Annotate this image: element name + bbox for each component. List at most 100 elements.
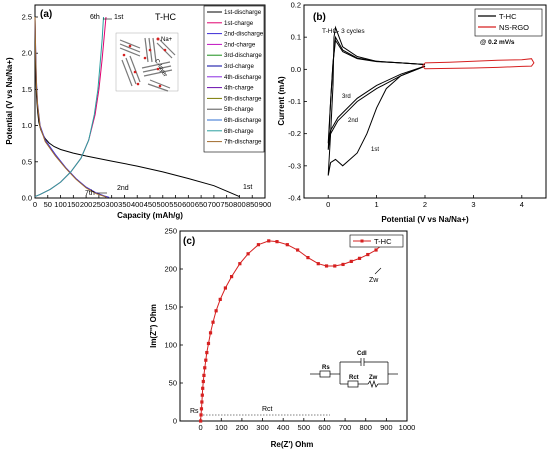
series-line-3 [421, 58, 535, 70]
data-point [366, 252, 370, 257]
legend-label: 5th-discharge [224, 95, 262, 102]
panel-b-cyclic-voltammetry: 0 1 2 3 4 -0.4 -0.3 -0.2 -0.1 0.0 0.1 0.2 (b) T-HC-… [277, 1, 547, 224]
panel-a-label: (a) [40, 9, 52, 20]
y-tick-label: 0.0 [291, 65, 301, 74]
x-tick-label: 700 [208, 200, 221, 209]
x-tick-label: 900 [380, 423, 393, 432]
x-tick-label: 600 [318, 423, 331, 432]
y-tick-label: 100 [164, 341, 177, 350]
data-point [201, 386, 205, 390]
data-point [229, 275, 234, 279]
data-point [199, 419, 203, 423]
y-tick-label: 0.5 [22, 157, 32, 166]
data-point [285, 243, 289, 247]
y-tick-label: 150 [164, 303, 177, 312]
circuit-rct-label: Rct [349, 375, 359, 381]
circuit-rs-label: Rs [322, 365, 330, 371]
x-tick-label: 800 [359, 423, 372, 432]
data-point [238, 262, 242, 266]
series-line-0 [34, 16, 240, 198]
legend-label: NS-RGO [499, 23, 529, 32]
panel-c-nyquist-plot: 0 100 200 300 400 500 600 700 800 900 1000 0 50 100 15… [149, 227, 415, 450]
x-tick-label: 400 [277, 423, 290, 432]
panel-a-voltage-profile: 0 50 100 150 200 250 300 350 400 450 500 550 600 650 7… [5, 4, 271, 220]
data-point [199, 407, 204, 411]
data-point [206, 341, 211, 346]
legend-label: 2nd-charge [224, 41, 256, 48]
x-tick-label: 50 [44, 200, 52, 209]
x-tick-label: 500 [298, 423, 311, 432]
series-line-4 [34, 16, 104, 198]
data-point [200, 400, 204, 404]
y-tick-label: 1.5 [22, 85, 32, 94]
annotation-rs: Rs [190, 408, 199, 415]
data-point [204, 358, 208, 362]
x-tick-label: 3 [471, 200, 475, 209]
y-tick-label: 0.0 [22, 194, 32, 203]
x-tick-label: 250 [93, 200, 106, 209]
panel-b-ylabel: Current (mA) [277, 76, 286, 126]
legend-label: 6th-discharge [224, 117, 262, 124]
x-tick-label: 200 [236, 423, 249, 432]
panel-b-legend: T-HC NS-RGO [474, 8, 543, 37]
x-tick-label: 500 [157, 200, 170, 209]
annotation-rct: Rct [262, 406, 273, 413]
x-tick-label: 0 [326, 200, 330, 209]
x-tick-label: 450 [144, 200, 157, 209]
panel-a-xlabel: Capacity (mAh/g) [117, 211, 183, 220]
legend-label: 4th-discharge [224, 74, 262, 81]
panel-b-xlabel: Potential (V vs Na/Na+) [381, 215, 469, 224]
y-tick-label: -0.1 [288, 97, 301, 106]
y-tick-label: 2.0 [22, 49, 32, 58]
x-tick-label: 200 [80, 200, 93, 209]
y-tick-label: 2.5 [22, 13, 32, 22]
x-tick-label: 800 [233, 200, 246, 209]
data-point [208, 331, 213, 335]
x-tick-label: 300 [105, 200, 118, 209]
data-point [349, 259, 353, 263]
scan-rate-label: @ 0.2 mV/s [480, 39, 515, 46]
x-tick-label: 300 [256, 423, 269, 432]
data-point [202, 373, 206, 377]
data-point [324, 264, 329, 268]
circuit-zw-label: Zw [369, 375, 378, 381]
cv-annotation-2nd: 2nd [348, 118, 358, 124]
data-point [199, 413, 203, 417]
data-point [296, 248, 300, 252]
series-line-0 [327, 25, 426, 176]
panel-c-legend: T-HC [349, 234, 404, 248]
x-tick-label: 100 [215, 423, 228, 432]
y-tick-label: 0 [173, 417, 177, 426]
x-tick-label: 0 [33, 200, 37, 209]
annotation-2nd: 2nd [117, 185, 129, 192]
x-tick-label: 1 [375, 200, 379, 209]
x-tick-label: 550 [169, 200, 182, 209]
cv-annotation-3rd: 3rd [342, 94, 351, 100]
data-point [374, 248, 378, 252]
data-point [223, 286, 227, 290]
x-tick-label: 100 [54, 200, 67, 209]
annotation-1st-bottom: 1st [243, 184, 252, 191]
x-tick-label: 4 [520, 200, 524, 209]
data-point [201, 379, 205, 384]
annotation-6th: 6th [90, 14, 100, 21]
y-tick-label: 250 [164, 227, 177, 236]
data-point [214, 309, 218, 313]
na-ion-label: Na+ [161, 37, 173, 43]
legend-label: 4th-charge [224, 85, 254, 92]
legend-label: T-HC [374, 237, 392, 246]
panel-c-xlabel: Re(Z') Ohm [271, 440, 314, 449]
data-point [275, 240, 279, 244]
panel-a-title: T-HC [155, 12, 176, 22]
annotation-7th: 7th [85, 190, 95, 197]
panel-b-annotation-title: T-HC- 3 cycles [322, 28, 365, 35]
carbon-layer-inset: Na+ C-layer [115, 32, 179, 92]
series-line-2 [34, 16, 107, 198]
circuit-cdl-label: Cdl [357, 351, 367, 357]
legend-label: 6th-charge [224, 128, 254, 135]
panel-c-ylabel: Im(Z'') Ohm [149, 304, 158, 348]
legend-label: 7th-discharge [224, 139, 262, 146]
y-tick-label: -0.3 [288, 161, 301, 170]
data-point [306, 256, 310, 260]
